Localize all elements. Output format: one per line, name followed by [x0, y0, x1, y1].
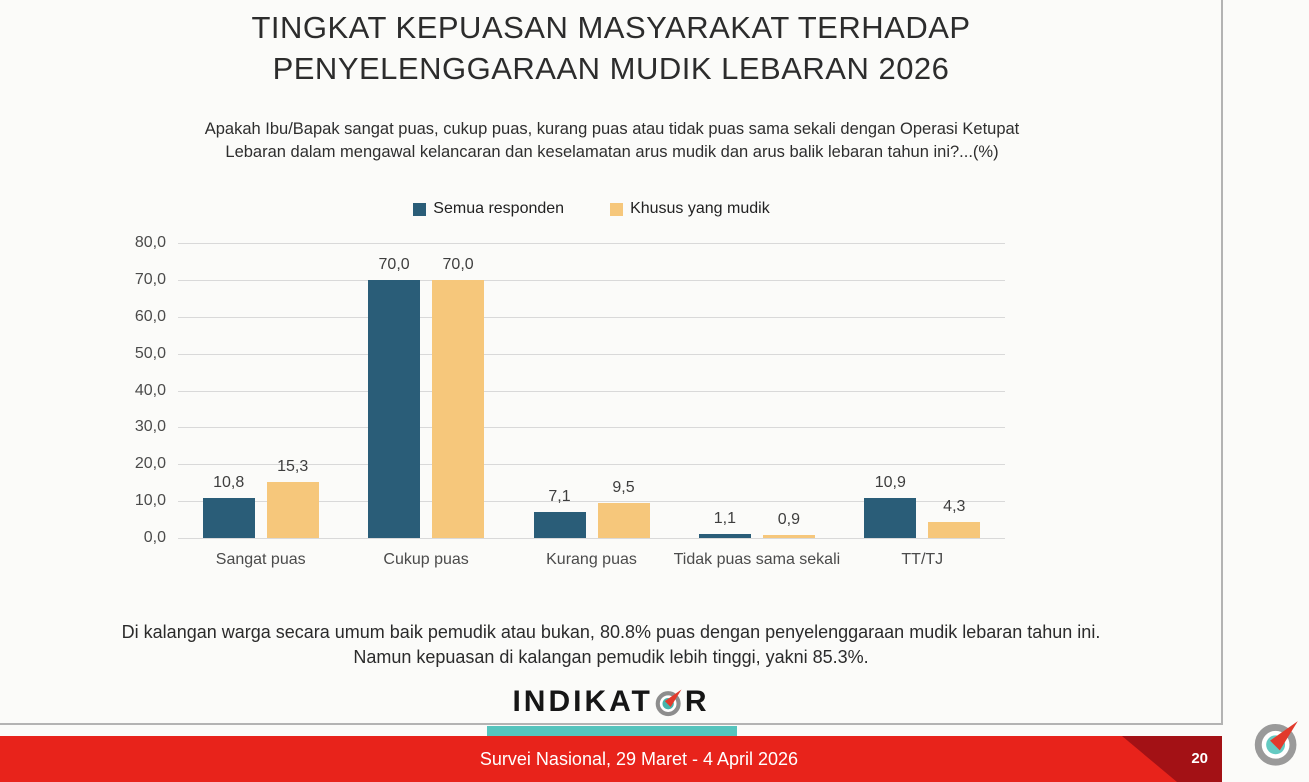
gridline [178, 279, 1005, 281]
legend-label: Khusus yang mudik [630, 200, 770, 217]
survey-question-line-2: Lebaran dalam mengawal kelancaran dan ke… [225, 142, 999, 161]
slide-border-right [1221, 0, 1223, 725]
category-label: Kurang puas [546, 551, 637, 568]
bar [864, 497, 917, 538]
bar-value-label: 7,1 [548, 487, 571, 505]
slide-title-line-1: TINGKAT KEPUASAN MASYARAKAT TERHADAP [251, 10, 971, 45]
indikator-logo: INDIKAT R [0, 682, 1222, 722]
y-tick-label: 40,0 [134, 381, 166, 399]
bar [202, 498, 255, 538]
slide-border-bottom [0, 723, 1223, 725]
chart-legend: Semua responden Khusus yang mudik [178, 200, 1005, 218]
bar [266, 481, 319, 538]
gridline [178, 353, 1005, 355]
survey-question: Apakah Ibu/Bapak sangat puas, cukup puas… [131, 118, 1093, 164]
gridline [178, 464, 1005, 466]
y-tick-label: 70,0 [134, 270, 166, 288]
plot-area: 80,0 70,0 60,0 50,0 40,0 30,0 20,0 10,0 0,0 10,8 1… [135, 234, 1005, 568]
logo-text-left: INDIKAT [512, 685, 653, 718]
category-label: TT/TJ [901, 551, 944, 568]
gridline [178, 390, 1005, 392]
compass-icon [654, 687, 684, 722]
legend-swatch [610, 202, 624, 216]
gridline [178, 243, 1005, 244]
bar [432, 279, 485, 538]
slide-title-line-2: PENYELENGGARAAN MUDIK LEBARAN 2026 [272, 50, 950, 86]
bar-value-label: 70,0 [442, 255, 474, 273]
bar-value-label: 70,0 [378, 255, 410, 273]
category-label: Sangat puas [215, 551, 306, 568]
footer-survey-info: Survei Nasional, 29 Maret - 4 April 2026 [479, 749, 799, 769]
gridline [178, 316, 1005, 318]
bar-value-label: 10,8 [213, 474, 245, 492]
footer-bar: Survei Nasional, 29 Maret - 4 April 2026… [0, 736, 1222, 782]
bar [368, 279, 421, 538]
gridline [178, 501, 1005, 503]
bar-value-label: 4,3 [943, 498, 966, 516]
bar-value-label: 9,5 [612, 478, 635, 496]
gridline [178, 538, 1005, 539]
insight-note: Di kalangan warga secara umum baik pemud… [0, 620, 1222, 670]
bar [597, 502, 650, 538]
bar-value-label: 1,1 [713, 509, 737, 527]
insight-note-line-1: Di kalangan warga secara umum baik pemud… [121, 622, 1101, 642]
y-tick-label: 80,0 [134, 234, 166, 251]
legend-label: Semua responden [433, 200, 565, 217]
insight-note-line-2: Namun kepuasan di kalangan pemudik lebih… [353, 646, 869, 667]
category-label: Cukup puas [383, 551, 469, 568]
survey-question-line-1: Apakah Ibu/Bapak sangat puas, cukup puas… [204, 120, 1020, 138]
gridline [178, 427, 1005, 429]
bar [698, 533, 751, 538]
y-tick-label: 30,0 [134, 418, 166, 436]
bar [533, 511, 586, 538]
page-number: 20 [1191, 750, 1208, 767]
bar-value-label: 0,9 [777, 510, 801, 528]
y-tick-label: 10,0 [134, 492, 166, 510]
bar [928, 522, 981, 538]
slide-title: TINGKAT KEPUASAN MASYARAKAT TERHADAP PEN… [0, 8, 1222, 90]
y-tick-label: 50,0 [134, 344, 166, 362]
bar [762, 534, 815, 538]
logo-text-right: R [684, 685, 710, 718]
legend-item-0: Semua responden [413, 200, 564, 218]
bar-value-label: 15,3 [277, 457, 309, 475]
bar-value-label: 10,9 [874, 473, 906, 491]
category-label: Tidak puas sama sekali [673, 551, 841, 568]
legend-swatch [413, 202, 427, 216]
y-tick-label: 20,0 [134, 455, 166, 473]
y-tick-label: 60,0 [134, 307, 166, 325]
y-tick-label: 0,0 [143, 529, 166, 546]
compass-logo-badge [1252, 717, 1302, 767]
legend-item-1: Khusus yang mudik [610, 200, 770, 218]
